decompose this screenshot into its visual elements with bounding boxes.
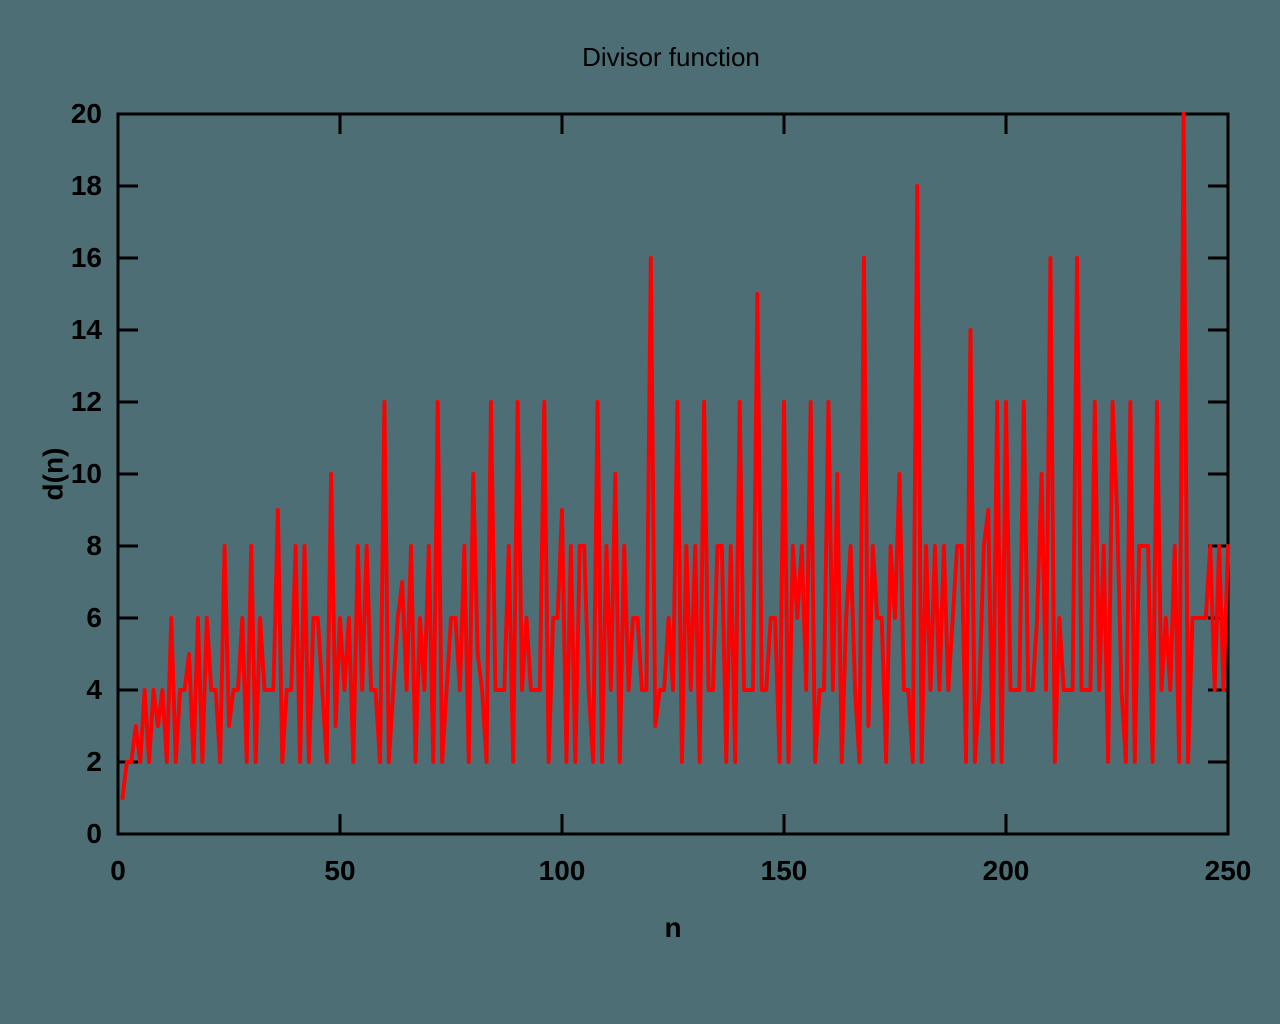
svg-text:0: 0 (110, 855, 126, 886)
svg-text:0: 0 (86, 818, 102, 849)
svg-text:16: 16 (71, 242, 102, 273)
svg-text:10: 10 (71, 458, 102, 489)
svg-text:150: 150 (761, 855, 808, 886)
svg-text:n: n (664, 912, 681, 943)
svg-text:250: 250 (1205, 855, 1252, 886)
svg-text:8: 8 (86, 530, 102, 561)
svg-text:d(n): d(n) (38, 448, 69, 501)
svg-text:6: 6 (86, 602, 102, 633)
svg-text:4: 4 (86, 674, 102, 705)
svg-text:14: 14 (71, 314, 103, 345)
svg-text:12: 12 (71, 386, 102, 417)
svg-text:20: 20 (71, 98, 102, 129)
svg-text:18: 18 (71, 170, 102, 201)
svg-text:Divisor function: Divisor function (582, 42, 760, 72)
svg-text:2: 2 (86, 746, 102, 777)
svg-text:100: 100 (539, 855, 586, 886)
svg-text:200: 200 (983, 855, 1030, 886)
svg-text:50: 50 (324, 855, 355, 886)
